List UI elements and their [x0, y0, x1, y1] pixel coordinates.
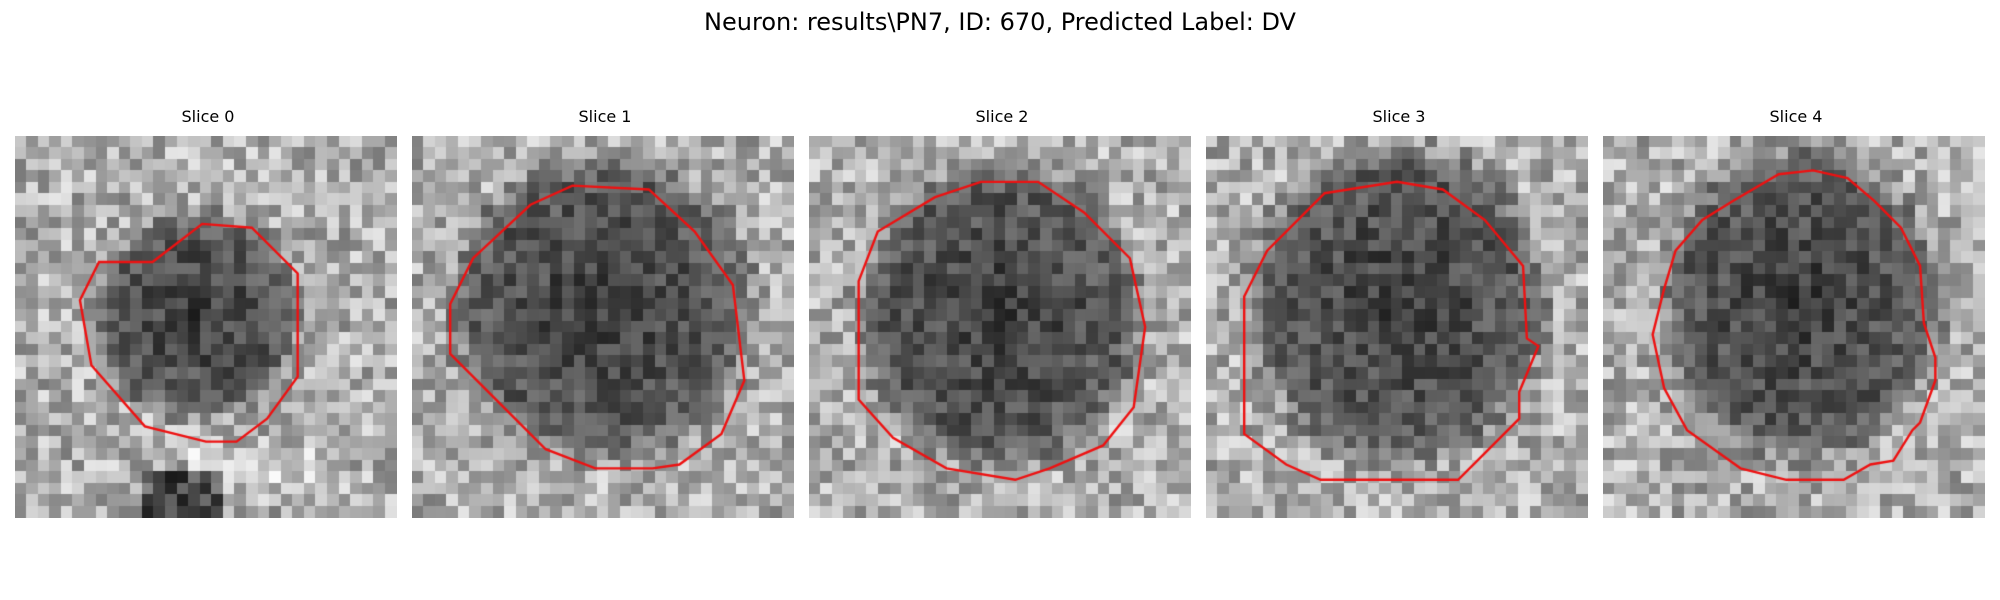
- slice-image: [1603, 136, 1985, 518]
- figure-title: Neuron: results\PN7, ID: 670, Predicted …: [704, 8, 1296, 36]
- slice-title: Slice 4: [1769, 107, 1823, 126]
- slice-image: [1206, 136, 1588, 518]
- slice-title: Slice 1: [578, 107, 632, 126]
- slice-title: Slice 3: [1372, 107, 1426, 126]
- slice-image: [15, 136, 397, 518]
- slice-title: Slice 0: [181, 107, 235, 126]
- slice-title: Slice 2: [975, 107, 1029, 126]
- slice-image: [412, 136, 794, 518]
- slice-image: [809, 136, 1191, 518]
